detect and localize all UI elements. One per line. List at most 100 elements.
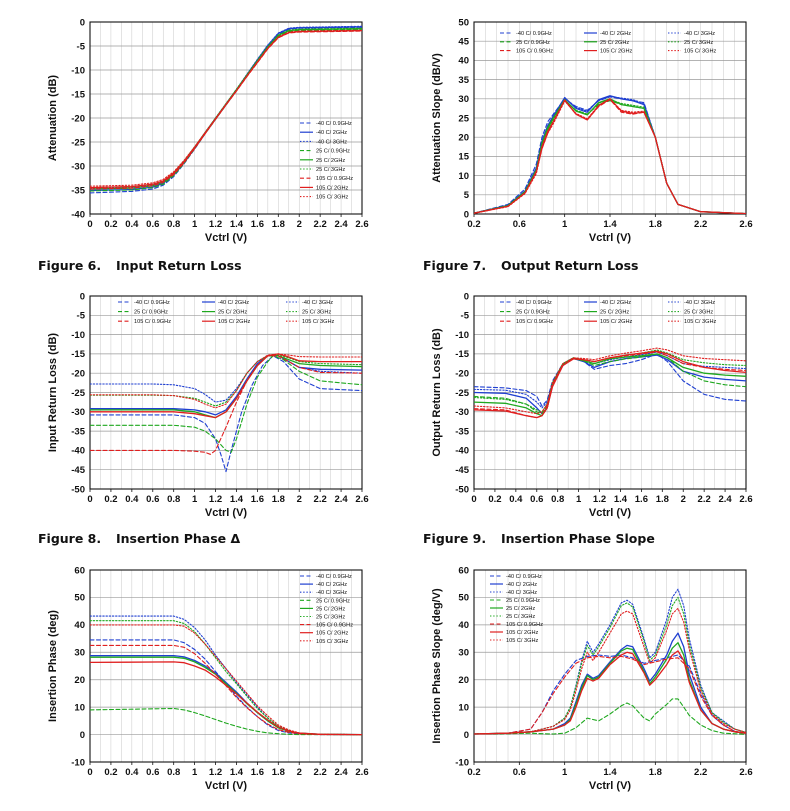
x-tick-label: 0.6 bbox=[513, 767, 526, 778]
y-tick-label: -35 bbox=[71, 185, 85, 196]
legend-label: -40 C/ 3GHz bbox=[684, 300, 715, 306]
y-tick-label: -10 bbox=[71, 757, 85, 768]
legend-label: 105 C/ 3GHz bbox=[316, 195, 349, 201]
legend: -40 C/ 0.9GHz -40 C/ 2GHz -40 C/ 3GHz 25 C/… bbox=[500, 31, 717, 55]
y-tick-label: -5 bbox=[77, 41, 86, 52]
x-tick-label: 0 bbox=[87, 219, 92, 230]
x-tick-label: 2.6 bbox=[739, 767, 752, 778]
legend-label: 105 C/ 3GHz bbox=[684, 319, 717, 325]
legend-label: -40 C/ 0.9GHz bbox=[134, 300, 170, 306]
x-axis-title: Vctrl (V) bbox=[205, 507, 248, 519]
legend-label: 105 C/ 2GHz bbox=[218, 319, 251, 325]
legend-label: 25 C/ 2GHz bbox=[600, 40, 629, 46]
x-tick-label: 1.6 bbox=[251, 494, 264, 505]
series-group bbox=[90, 25, 362, 194]
legend-label: -40 C/ 2GHz bbox=[316, 130, 347, 136]
series-line bbox=[474, 353, 746, 407]
legend-label: -40 C/ 3GHz bbox=[302, 300, 333, 306]
x-tick-label: 1.4 bbox=[614, 494, 628, 505]
y-tick-label: 50 bbox=[458, 17, 469, 28]
x-tick-label: 2 bbox=[297, 494, 302, 505]
legend-label: -40 C/ 3GHz bbox=[506, 590, 537, 596]
legend: -40 C/ 0.9GHz -40 C/ 2GHz -40 C/ 3GHz 25 C/… bbox=[300, 574, 353, 645]
figure-number: Figure 9. bbox=[423, 531, 487, 546]
x-tick-label: 0 bbox=[87, 494, 92, 505]
legend: -40 C/ 0.9GHz -40 C/ 2GHz -40 C/ 3GHz 25 C/… bbox=[490, 574, 543, 644]
legend-label: 105 C/ 0.9GHz bbox=[316, 176, 353, 182]
x-tick-label: 0.2 bbox=[104, 494, 117, 505]
legend-label: 25 C/ 2GHz bbox=[218, 310, 247, 316]
x-tick-label: 1.4 bbox=[230, 494, 244, 505]
x-tick-label: 1 bbox=[192, 494, 198, 505]
series-line bbox=[474, 596, 746, 735]
legend-label: 25 C/ 0.9GHz bbox=[516, 310, 550, 316]
x-tick-label: 0.8 bbox=[167, 767, 180, 778]
figure-caption: Figure 6. Input Return Loss bbox=[38, 258, 242, 273]
x-tick-label: 2.4 bbox=[334, 767, 348, 778]
figure-title: Input Return Loss bbox=[116, 258, 242, 273]
figure-caption: Figure 7. Output Return Loss bbox=[423, 258, 639, 273]
x-tick-label: 2 bbox=[297, 767, 302, 778]
y-tick-label: -25 bbox=[71, 388, 85, 399]
x-tick-label: 1 bbox=[562, 767, 568, 778]
x-tick-label: 0.2 bbox=[104, 767, 117, 778]
y-tick-label: 60 bbox=[74, 565, 85, 576]
x-tick-label: 2.2 bbox=[314, 219, 327, 230]
legend-label: -40 C/ 3GHz bbox=[684, 31, 715, 37]
x-tick-label: 2.2 bbox=[694, 767, 707, 778]
x-tick-label: 0.6 bbox=[513, 219, 526, 230]
y-tick-label: -45 bbox=[71, 465, 85, 476]
series-line bbox=[90, 707, 362, 736]
y-tick-label: -25 bbox=[455, 388, 469, 399]
series-group bbox=[474, 347, 746, 419]
x-tick-label: 1.2 bbox=[593, 494, 606, 505]
x-axis-title: Vctrl (V) bbox=[589, 507, 632, 519]
series-line bbox=[474, 654, 746, 735]
x-tick-label: 0.6 bbox=[146, 494, 159, 505]
y-tick-label: 20 bbox=[458, 675, 469, 686]
series-line bbox=[474, 632, 746, 735]
y-tick-label: 60 bbox=[458, 565, 469, 576]
legend-label: 105 C/ 3GHz bbox=[506, 638, 539, 644]
y-tick-label: 30 bbox=[458, 648, 469, 659]
x-tick-label: 0.4 bbox=[125, 767, 139, 778]
y-tick-label: 0 bbox=[464, 209, 469, 220]
legend-label: 105 C/ 0.9GHz bbox=[316, 623, 353, 629]
legend: -40 C/ 0.9GHz -40 C/ 2GHz -40 C/ 3GHz 25 C/… bbox=[500, 300, 717, 325]
legend-label: -40 C/ 2GHz bbox=[600, 300, 631, 306]
y-tick-label: -20 bbox=[455, 369, 469, 380]
legend-label: -40 C/ 0.9GHz bbox=[316, 574, 352, 580]
x-tick-label: 1.8 bbox=[272, 219, 285, 230]
x-tick-label: 2 bbox=[681, 494, 686, 505]
plot-frame bbox=[89, 295, 363, 490]
y-tick-label: -10 bbox=[455, 330, 469, 341]
x-axis-title: Vctrl (V) bbox=[589, 780, 632, 792]
x-tick-label: 0.2 bbox=[488, 494, 501, 505]
x-tick-label: 0.6 bbox=[530, 494, 543, 505]
x-tick-label: 1.4 bbox=[603, 767, 617, 778]
legend-label: 25 C/ 0.9GHz bbox=[506, 598, 540, 604]
x-tick-label: 2.4 bbox=[334, 219, 348, 230]
y-tick-label: -5 bbox=[461, 311, 470, 322]
x-tick-label: 1.8 bbox=[272, 494, 285, 505]
legend: -40 C/ 0.9GHz -40 C/ 2GHz -40 C/ 3GHz 25 C/… bbox=[300, 121, 353, 201]
x-tick-label: 2.6 bbox=[355, 767, 368, 778]
x-tick-label: 1 bbox=[192, 219, 198, 230]
y-tick-label: -20 bbox=[71, 113, 85, 124]
y-tick-label: -25 bbox=[71, 137, 85, 148]
x-tick-label: 1.2 bbox=[209, 494, 222, 505]
y-tick-label: 5 bbox=[464, 190, 470, 201]
y-tick-label: 50 bbox=[74, 593, 85, 604]
y-tick-label: -10 bbox=[455, 757, 469, 768]
x-tick-label: 1.8 bbox=[649, 219, 662, 230]
y-tick-label: 0 bbox=[80, 730, 85, 741]
y-tick-label: 50 bbox=[458, 593, 469, 604]
y-tick-label: 20 bbox=[458, 133, 469, 144]
y-tick-label: -15 bbox=[71, 89, 85, 100]
y-tick-label: 0 bbox=[80, 291, 85, 302]
series-group bbox=[474, 95, 746, 214]
y-tick-label: -40 bbox=[455, 446, 469, 457]
figure-caption: Figure 9. Insertion Phase Slope bbox=[423, 531, 655, 546]
